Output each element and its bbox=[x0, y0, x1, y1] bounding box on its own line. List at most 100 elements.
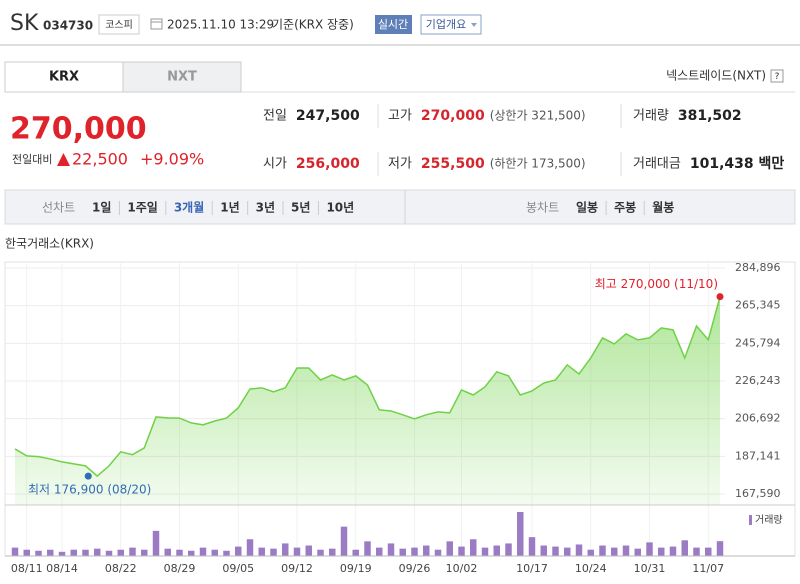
stock-name: SK bbox=[10, 11, 39, 36]
dropdown-arrow bbox=[471, 23, 477, 27]
change-label: 전일대비 bbox=[12, 152, 52, 166]
volume-bar bbox=[399, 548, 406, 556]
volume-bar bbox=[211, 549, 218, 556]
volume-bar bbox=[505, 543, 512, 556]
high-label: 최고 270,000 (11/10) bbox=[595, 277, 718, 291]
volume-bar bbox=[493, 545, 500, 556]
volume-bar bbox=[47, 549, 54, 556]
volume-bar bbox=[470, 539, 477, 556]
stat-value: 101,438 백만 bbox=[690, 156, 785, 172]
help-icon[interactable]: ? bbox=[775, 72, 780, 82]
volume-bar bbox=[141, 549, 148, 556]
price-line bbox=[14, 296, 721, 478]
x-tick-label: 09/05 bbox=[222, 562, 254, 575]
period-item[interactable]: 일봉 bbox=[576, 201, 598, 215]
volume-bar bbox=[611, 547, 618, 556]
volume-bar bbox=[129, 547, 136, 556]
volume-bar bbox=[117, 549, 124, 556]
x-tick-label: 08/22 bbox=[105, 562, 137, 575]
company-button[interactable] bbox=[420, 14, 482, 35]
stat-label: 저가 bbox=[388, 157, 412, 172]
x-tick-label: 08/14 bbox=[46, 562, 78, 575]
volume-bar bbox=[528, 537, 536, 556]
volume-bar bbox=[270, 548, 277, 556]
period-item[interactable]: 1년 bbox=[220, 201, 239, 215]
timestamp: 2025.11.10 13:29 bbox=[167, 18, 274, 32]
y-tick-label: 187,141 bbox=[735, 449, 781, 462]
tab[interactable] bbox=[4, 61, 124, 93]
legend-label: 거래량 bbox=[755, 514, 783, 526]
market-badge bbox=[98, 14, 140, 35]
volume-bar bbox=[552, 546, 559, 556]
period-item[interactable]: 3개월 bbox=[174, 200, 204, 215]
volume-bar bbox=[458, 546, 465, 556]
nxt-link[interactable]: 넥스트레이드(NXT) bbox=[666, 69, 766, 83]
y-tick-label: 226,243 bbox=[735, 374, 781, 387]
tab-label[interactable]: NXT bbox=[167, 70, 197, 85]
volume-bar bbox=[376, 547, 383, 556]
period-item[interactable]: 주봉 bbox=[614, 201, 636, 215]
volume-bar bbox=[587, 549, 594, 556]
period-item[interactable]: 1일 bbox=[92, 201, 111, 215]
change-pct: +9.09% bbox=[140, 150, 204, 169]
y-tick-label: 245,794 bbox=[735, 336, 781, 349]
tab-label[interactable]: KRX bbox=[49, 70, 79, 85]
volume-bar bbox=[23, 549, 30, 556]
stat-note: (하한가 173,500) bbox=[490, 157, 586, 171]
change: 22,500 bbox=[72, 150, 128, 169]
stat-value: 270,000 bbox=[421, 108, 485, 124]
volume-bar bbox=[199, 547, 207, 556]
x-tick-label: 09/12 bbox=[281, 562, 313, 575]
period-item[interactable]: 5년 bbox=[291, 201, 310, 215]
volume-bar bbox=[564, 547, 571, 556]
volume-bar bbox=[305, 545, 312, 556]
company-button-label[interactable]: 기업개요 bbox=[426, 18, 466, 31]
periods: 선차트 1일 1주일 3개월 1년 3년 5년 10년 봉차트 일봉 주봉 월봉 bbox=[42, 200, 674, 215]
stat-label: 거래대금 bbox=[633, 157, 681, 172]
help-box[interactable] bbox=[770, 69, 784, 83]
volume-bar bbox=[716, 541, 724, 556]
volume-bar bbox=[329, 548, 336, 556]
volume-bar bbox=[152, 530, 160, 556]
stat-value: 256,000 bbox=[296, 156, 360, 172]
volume-bar bbox=[681, 540, 688, 556]
volume-bar bbox=[646, 542, 653, 556]
period-bar bbox=[4, 189, 796, 225]
market-label: 코스피 bbox=[105, 19, 133, 31]
volume-bar bbox=[622, 545, 630, 556]
volume-bar bbox=[352, 549, 359, 556]
stat-label: 전일 bbox=[263, 109, 287, 124]
stat-label: 시가 bbox=[263, 157, 287, 172]
chart: 167,590 187,141 206,692 226,243 245,794 265,3… bbox=[4, 261, 796, 575]
volume-bar bbox=[223, 550, 230, 556]
period-item[interactable]: 1주일 bbox=[127, 201, 157, 215]
volume-bar bbox=[517, 512, 524, 556]
chart-source: 한국거래소(KRX) bbox=[5, 237, 94, 251]
period-item[interactable]: 10년 bbox=[326, 201, 354, 215]
x-tick-label: 08/11 bbox=[11, 562, 43, 575]
tab[interactable] bbox=[122, 61, 242, 93]
period-item[interactable]: 월봉 bbox=[652, 200, 674, 215]
stat-note: (상한가 321,500) bbox=[490, 109, 586, 123]
x-tick-label: 10/31 bbox=[634, 562, 666, 575]
realtime-button-label[interactable]: 실시간 bbox=[378, 18, 408, 31]
volume-bar bbox=[446, 541, 453, 556]
volume-bar bbox=[669, 546, 677, 556]
volume-bar bbox=[411, 547, 418, 556]
period-group-label: 선차트 bbox=[42, 201, 75, 215]
volume-bar bbox=[575, 544, 583, 556]
period-item[interactable]: 3년 bbox=[256, 201, 275, 215]
volume-bar bbox=[82, 549, 89, 556]
stat-value: 381,502 bbox=[678, 108, 742, 124]
x-tick-label: 08/29 bbox=[164, 562, 196, 575]
y-tick-label: 206,692 bbox=[735, 412, 781, 425]
volume-bar bbox=[164, 548, 171, 556]
volume-bar bbox=[58, 551, 66, 556]
y-tick-label: 265,345 bbox=[735, 299, 781, 312]
volume-bar bbox=[235, 546, 242, 556]
low-marker bbox=[84, 472, 92, 480]
realtime-button[interactable] bbox=[375, 15, 412, 34]
volume-bar bbox=[282, 543, 289, 556]
volume-bar bbox=[70, 549, 77, 556]
